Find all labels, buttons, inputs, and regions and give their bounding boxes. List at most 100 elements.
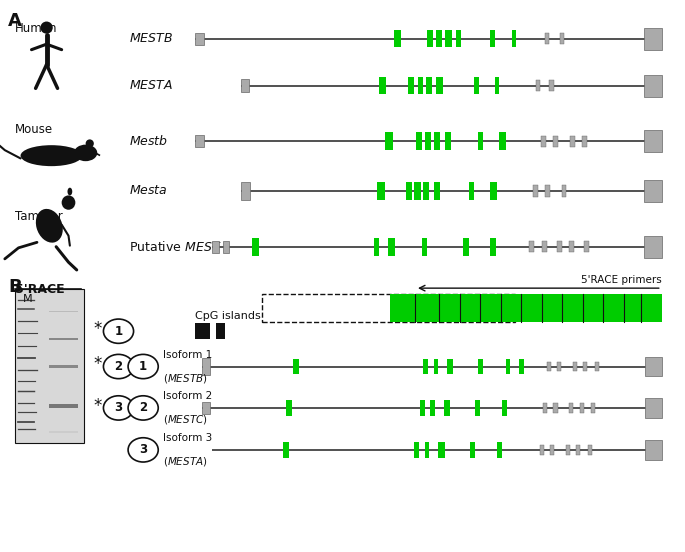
Bar bbox=[49, 310, 78, 312]
Bar bbox=[423, 359, 428, 374]
Ellipse shape bbox=[86, 139, 94, 147]
Bar bbox=[444, 400, 450, 416]
Bar bbox=[569, 404, 573, 412]
Bar bbox=[557, 362, 561, 371]
Ellipse shape bbox=[40, 22, 53, 34]
Ellipse shape bbox=[67, 188, 72, 195]
Bar bbox=[645, 398, 662, 418]
Text: *: * bbox=[94, 355, 102, 373]
Bar bbox=[644, 236, 662, 258]
Bar bbox=[583, 362, 587, 371]
Bar bbox=[195, 323, 210, 339]
Ellipse shape bbox=[62, 195, 75, 210]
Bar bbox=[463, 238, 469, 256]
Text: $\it{Mestb}$: $\it{Mestb}$ bbox=[129, 134, 168, 148]
Text: Tammar: Tammar bbox=[15, 210, 63, 223]
Bar bbox=[49, 404, 78, 408]
Bar bbox=[470, 442, 475, 458]
Text: Isoform 2: Isoform 2 bbox=[163, 391, 212, 401]
Bar bbox=[49, 338, 78, 340]
Bar bbox=[241, 79, 249, 92]
Bar bbox=[202, 402, 210, 414]
Bar bbox=[241, 182, 250, 200]
Bar bbox=[542, 241, 547, 252]
Bar bbox=[570, 136, 575, 147]
Text: *: * bbox=[94, 320, 102, 338]
Bar bbox=[408, 77, 414, 94]
Bar bbox=[541, 136, 546, 147]
Text: 2: 2 bbox=[139, 401, 147, 415]
Text: *: * bbox=[94, 397, 102, 415]
Text: M: M bbox=[23, 294, 33, 304]
Text: ($\it{MESTA}$): ($\it{MESTA}$) bbox=[163, 455, 208, 469]
Bar bbox=[430, 400, 435, 416]
Bar bbox=[425, 132, 431, 150]
Bar bbox=[562, 185, 566, 197]
Bar bbox=[374, 238, 379, 256]
Bar bbox=[490, 238, 496, 256]
Bar bbox=[545, 185, 550, 197]
Ellipse shape bbox=[74, 145, 97, 161]
Text: Isoform 1: Isoform 1 bbox=[163, 350, 212, 360]
Bar bbox=[436, 30, 442, 47]
Bar bbox=[427, 30, 433, 47]
Bar bbox=[474, 77, 479, 94]
Bar bbox=[645, 357, 662, 376]
Bar bbox=[49, 365, 78, 368]
Bar bbox=[490, 182, 497, 200]
Circle shape bbox=[103, 319, 134, 343]
Circle shape bbox=[128, 396, 158, 420]
Bar bbox=[560, 33, 564, 44]
Bar bbox=[506, 359, 510, 374]
Bar bbox=[390, 294, 662, 322]
Bar bbox=[262, 294, 515, 322]
Bar bbox=[490, 30, 495, 47]
Bar bbox=[445, 132, 451, 150]
Bar bbox=[377, 182, 385, 200]
Bar bbox=[475, 400, 480, 416]
Text: 3: 3 bbox=[114, 401, 123, 415]
Circle shape bbox=[103, 354, 134, 379]
Bar bbox=[644, 130, 662, 152]
Circle shape bbox=[128, 438, 158, 462]
Bar bbox=[216, 323, 225, 339]
Bar bbox=[529, 241, 534, 252]
Bar bbox=[286, 400, 292, 416]
Bar bbox=[434, 182, 440, 200]
Text: Isoform 3: Isoform 3 bbox=[163, 433, 212, 443]
Bar bbox=[422, 238, 427, 256]
Bar bbox=[573, 362, 577, 371]
Bar bbox=[15, 289, 84, 443]
Circle shape bbox=[103, 396, 134, 420]
Bar bbox=[414, 442, 419, 458]
Bar bbox=[456, 30, 461, 47]
Bar bbox=[547, 362, 551, 371]
Bar bbox=[388, 238, 395, 256]
Text: A: A bbox=[8, 12, 22, 30]
Bar bbox=[512, 30, 516, 47]
Bar bbox=[591, 404, 595, 412]
Bar bbox=[502, 400, 507, 416]
Bar bbox=[499, 132, 506, 150]
Bar bbox=[420, 400, 425, 416]
Bar bbox=[423, 182, 429, 200]
Bar bbox=[645, 440, 662, 460]
Bar bbox=[497, 442, 502, 458]
Circle shape bbox=[128, 354, 158, 379]
Bar bbox=[438, 442, 445, 458]
Text: 1: 1 bbox=[114, 325, 123, 338]
Bar bbox=[394, 30, 401, 47]
Bar bbox=[569, 241, 574, 252]
Text: $\it{MESTB}$: $\it{MESTB}$ bbox=[129, 32, 173, 45]
Bar bbox=[447, 359, 453, 374]
Bar bbox=[212, 241, 219, 253]
Bar bbox=[478, 359, 483, 374]
Bar bbox=[434, 359, 438, 374]
Bar bbox=[550, 445, 554, 454]
Text: 2: 2 bbox=[114, 360, 123, 373]
Bar bbox=[588, 445, 592, 454]
Bar bbox=[202, 358, 210, 375]
Bar bbox=[418, 77, 423, 94]
Bar bbox=[519, 359, 524, 374]
Bar bbox=[425, 442, 429, 458]
